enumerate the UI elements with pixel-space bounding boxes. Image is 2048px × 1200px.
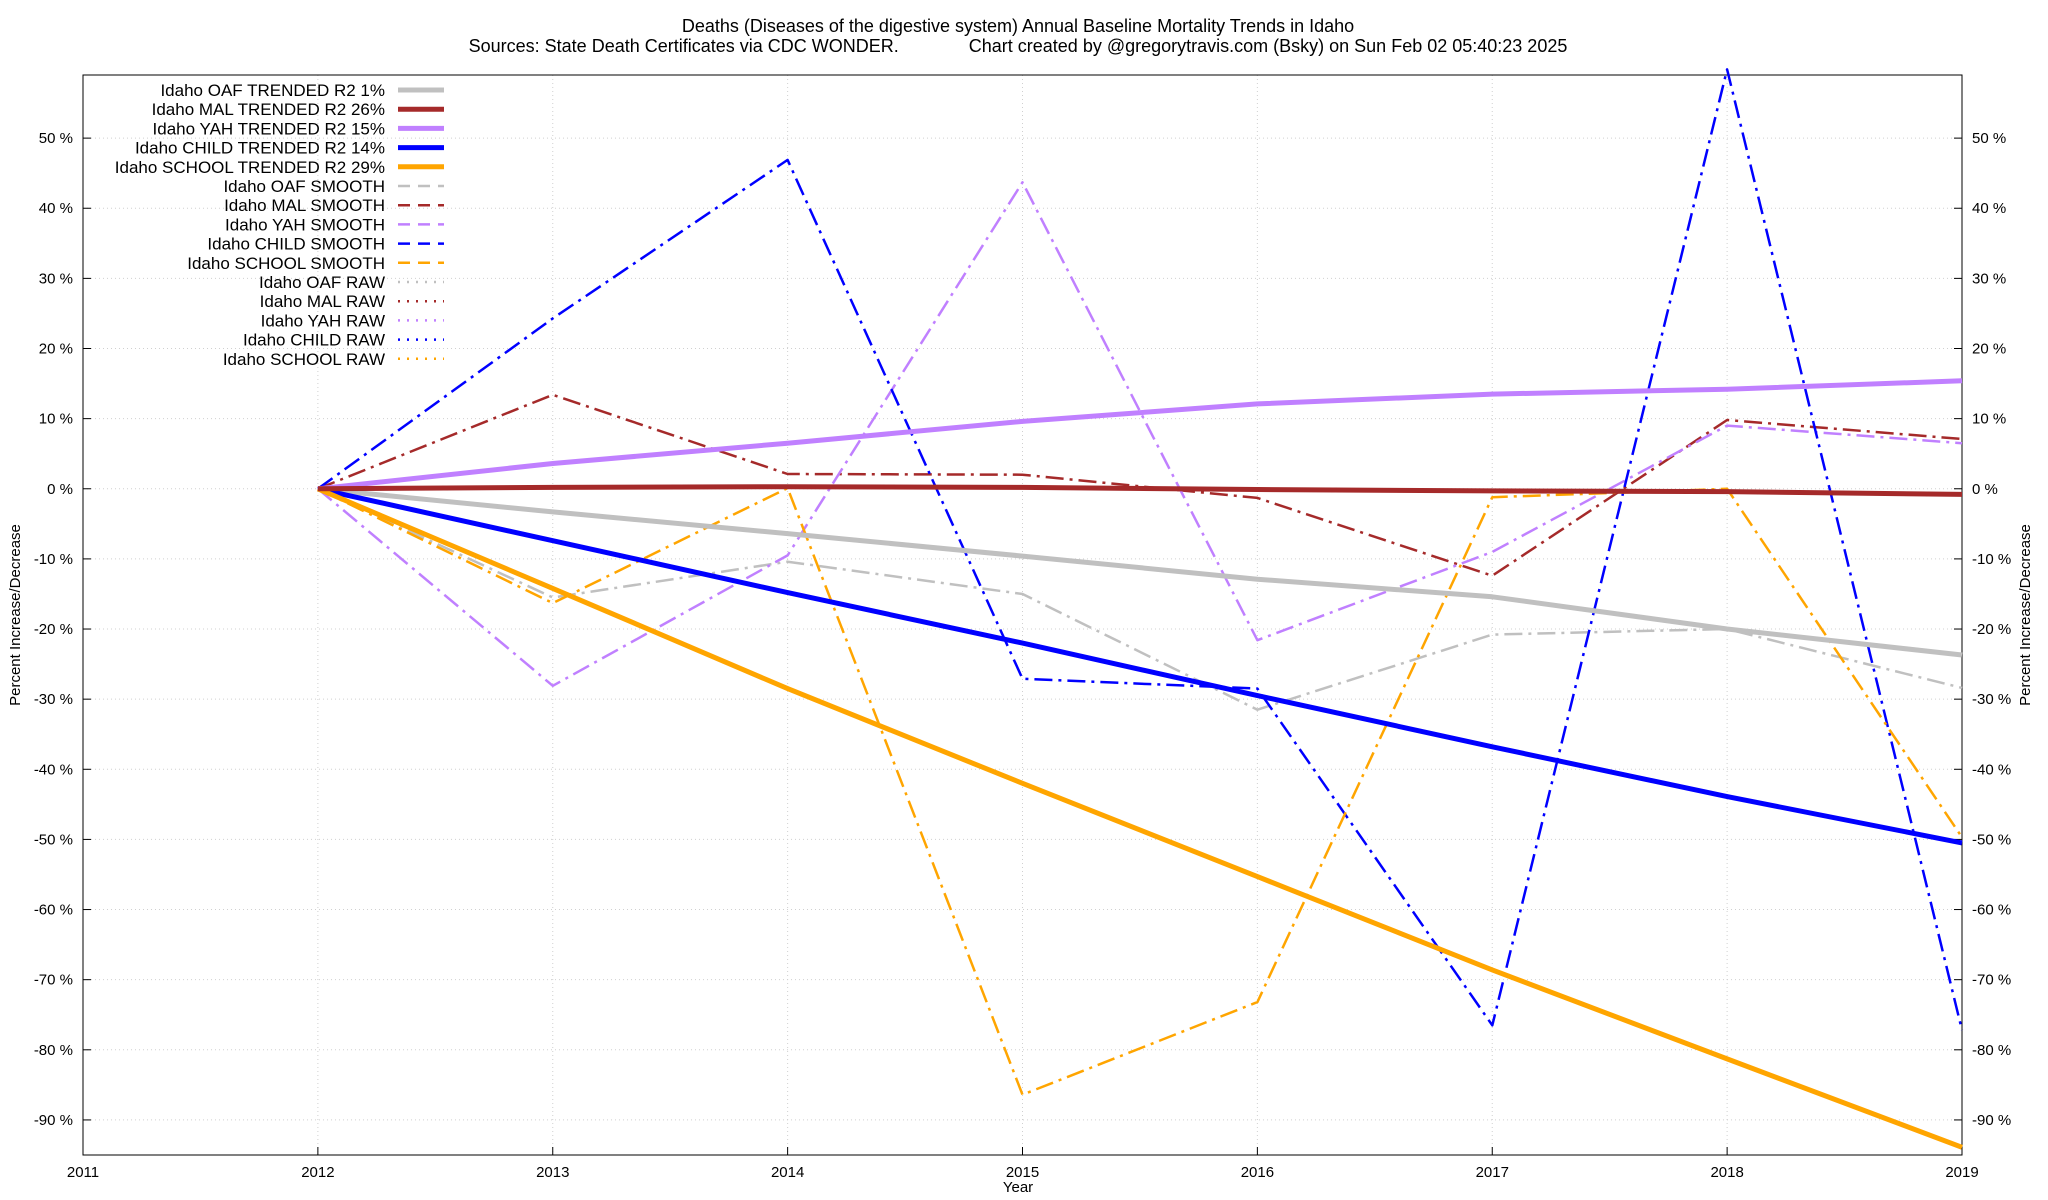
y2-tick-label: -10 % <box>1972 551 2011 568</box>
y2-tick-label: 40 % <box>1972 200 2006 217</box>
y-tick-label: 10 % <box>39 411 73 428</box>
y2-tick-label: 20 % <box>1972 341 2006 358</box>
y-tick-label: -30 % <box>34 691 73 708</box>
legend-label: Idaho YAH RAW <box>261 311 385 330</box>
chart-title: Deaths (Diseases of the digestive system… <box>682 16 1354 36</box>
x-tick-label: 2014 <box>771 1164 804 1181</box>
x-tick-label: 2012 <box>301 1164 334 1181</box>
series-line-idaho-yah-smooth <box>317 181 1963 688</box>
legend-label: Idaho OAF SMOOTH <box>223 177 385 196</box>
y2-tick-label: -60 % <box>1972 902 2011 919</box>
legend-label: Idaho MAL TRENDED R2 26% <box>152 100 385 119</box>
legend-label: Idaho OAF RAW <box>259 273 385 292</box>
y-tick-label: -40 % <box>34 761 73 778</box>
chart-subtitle: Sources: State Death Certificates via CD… <box>469 36 1568 56</box>
y-tick-label: -80 % <box>34 1042 73 1059</box>
x-tick-label: 2019 <box>1945 1164 1978 1181</box>
y-tick-label: 40 % <box>39 200 73 217</box>
y-axis-label: Percent Increase/Decrease <box>7 524 24 706</box>
x-tick-label: 2016 <box>1241 1164 1274 1181</box>
x-tick-label: 2015 <box>1006 1164 1039 1181</box>
y2-tick-label: -90 % <box>1972 1112 2011 1129</box>
y2-tick-label: -20 % <box>1972 621 2011 638</box>
y-tick-label: -10 % <box>34 551 73 568</box>
y2-tick-label: -50 % <box>1972 831 2011 848</box>
y2-tick-label: -30 % <box>1972 691 2011 708</box>
y-tick-label: -20 % <box>34 621 73 638</box>
y-tick-label: 30 % <box>39 270 73 287</box>
y2-axis-label: Percent Increase/Decrease <box>2017 524 2034 706</box>
series-layer <box>316 68 1964 1150</box>
series-line-idaho-school-trended-r2-29 <box>316 486 1963 1150</box>
y2-tick-label: -40 % <box>1972 761 2011 778</box>
legend-label: Idaho CHILD SMOOTH <box>207 235 385 254</box>
y2-tick-label: -80 % <box>1972 1042 2011 1059</box>
y-tick-label: 0 % <box>47 481 73 498</box>
y-tick-label: -60 % <box>34 902 73 919</box>
legend-label: Idaho CHILD RAW <box>243 331 385 350</box>
y-tick-label: -90 % <box>34 1112 73 1129</box>
series-line-idaho-child-trended-r2-14 <box>317 486 1963 846</box>
y2-tick-label: 30 % <box>1972 270 2006 287</box>
x-tick-label: 2017 <box>1476 1164 1509 1181</box>
series-line-idaho-oaf-smooth <box>317 487 1963 711</box>
y2-tick-label: -70 % <box>1972 972 2011 989</box>
y-tick-label: 50 % <box>39 130 73 147</box>
legend-label: Idaho SCHOOL SMOOTH <box>187 254 385 273</box>
legend-label: Idaho YAH SMOOTH <box>225 215 385 234</box>
series-line-idaho-yah-trended-r2-15 <box>317 378 1963 492</box>
legend-label: Idaho MAL SMOOTH <box>224 196 385 215</box>
legend: Idaho OAF TRENDED R2 1%Idaho MAL TRENDED… <box>115 81 444 369</box>
x-tick-label: 2013 <box>536 1164 569 1181</box>
legend-label: Idaho SCHOOL TRENDED R2 29% <box>115 158 385 177</box>
legend-label: Idaho YAH TRENDED R2 15% <box>153 119 385 138</box>
y2-tick-label: 50 % <box>1972 130 2006 147</box>
x-tick-label: 2011 <box>67 1164 99 1181</box>
axis-ticks: 2011 2012 2013 2014 2015 2016 2017 2018 2019 50 %… <box>34 130 2011 1181</box>
y-tick-label: -70 % <box>34 972 73 989</box>
legend-label: Idaho OAF TRENDED R2 1% <box>160 81 385 100</box>
series-line-idaho-oaf-trended-r2-1 <box>317 486 1963 658</box>
x-tick-label: 2018 <box>1710 1164 1743 1181</box>
x-axis-label: Year <box>1003 1179 1033 1196</box>
y-tick-label: 20 % <box>39 341 73 358</box>
series-line-idaho-mal-trended-r2-26 <box>317 484 1963 497</box>
y-tick-label: -50 % <box>34 831 73 848</box>
y2-tick-label: 10 % <box>1972 411 2006 428</box>
legend-label: Idaho CHILD TRENDED R2 14% <box>135 139 385 158</box>
legend-label: Idaho MAL RAW <box>260 292 385 311</box>
series-line-idaho-child-smooth <box>317 68 1964 1031</box>
series-line-idaho-school-smooth <box>317 486 1964 1096</box>
legend-label: Idaho SCHOOL RAW <box>223 350 385 369</box>
y2-tick-label: 0 % <box>1972 481 1998 498</box>
